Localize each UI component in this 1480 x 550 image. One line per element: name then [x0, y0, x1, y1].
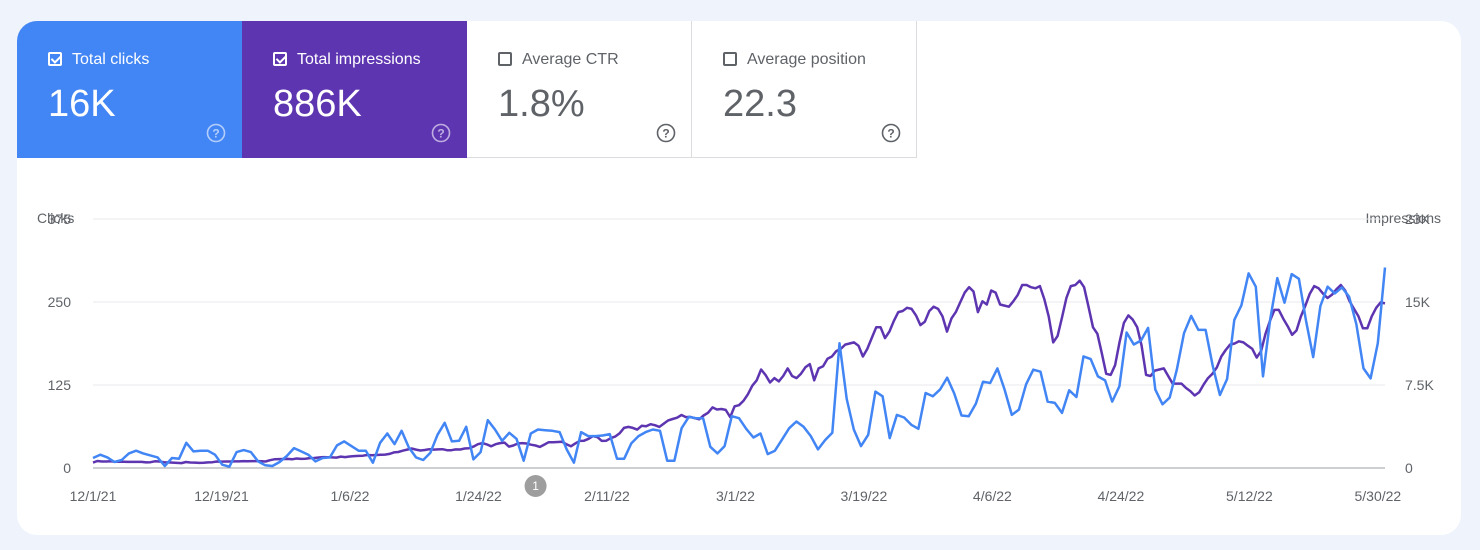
left-axis-title: Clicks: [37, 210, 74, 226]
y-left-tick-label: 0: [63, 460, 71, 476]
checkbox-icon[interactable]: [48, 52, 62, 66]
checkbox-icon[interactable]: [273, 52, 287, 66]
series-lines: [92, 267, 1387, 468]
metric-label: Total clicks: [72, 51, 150, 68]
help-circle-icon[interactable]: ?: [431, 123, 451, 143]
x-axis-ticks: 12/1/21 12/19/21 1/6/22 1/24/22 2/11/22 3/1/2…: [70, 488, 1402, 504]
x-tick-label: 4/24/22: [1098, 488, 1145, 504]
y-right-tick-label: 23K: [1405, 211, 1431, 227]
y-right-tick-label: 7.5K: [1405, 377, 1434, 393]
metric-label: Total impressions: [297, 51, 421, 68]
left-axis-ticks: 0 125 250 375: [48, 211, 72, 476]
x-tick-label: 3/1/22: [716, 488, 755, 504]
x-tick-label: 2/11/22: [584, 488, 630, 504]
x-tick-label: 12/1/21: [70, 488, 117, 504]
series-line-clicks: [92, 267, 1387, 468]
metric-label: Average position: [747, 51, 866, 68]
metric-value: 1.8%: [498, 83, 585, 125]
y-right-tick-label: 0: [1405, 460, 1413, 476]
svg-text:?: ?: [212, 127, 219, 141]
x-tick-label: 1/24/22: [455, 488, 502, 504]
performance-panel: Total clicks 16K ? Total impressions 886…: [17, 21, 1461, 535]
x-tick-label: 1/6/22: [331, 488, 370, 504]
checkbox-icon[interactable]: [498, 52, 512, 66]
series-line-impressions: [92, 279, 1386, 465]
right-axis-ticks: 0 7.5K 15K 23K: [1405, 211, 1434, 476]
y-left-tick-label: 250: [48, 294, 72, 310]
x-tick-label: 5/30/22: [1355, 488, 1402, 504]
svg-text:?: ?: [662, 127, 669, 141]
help-circle-icon[interactable]: ?: [881, 123, 901, 143]
metric-label: Average CTR: [522, 51, 619, 68]
annotation-marker[interactable]: 1: [524, 475, 547, 497]
metric-value: 16K: [48, 83, 116, 125]
y-left-tick-label: 125: [48, 377, 72, 393]
y-right-tick-label: 15K: [1405, 294, 1431, 310]
x-tick-label: 12/19/21: [194, 488, 249, 504]
performance-chart: Clicks Impressions 0 125 250 375 0 7.5K 15K 23…: [37, 210, 1441, 504]
x-tick-label: 3/19/22: [841, 488, 888, 504]
average-ctr-card[interactable]: Average CTR 1.8% ?: [467, 21, 692, 158]
checkbox-icon[interactable]: [723, 52, 737, 66]
total-clicks-card[interactable]: Total clicks 16K ?: [17, 21, 242, 158]
gridlines: [93, 218, 1385, 469]
annotation-label: 1: [532, 479, 539, 493]
help-circle-icon[interactable]: ?: [656, 123, 676, 143]
y-left-tick-label: 375: [48, 211, 72, 227]
help-circle-icon[interactable]: ?: [206, 123, 226, 143]
svg-text:?: ?: [887, 127, 894, 141]
x-tick-label: 4/6/22: [973, 488, 1012, 504]
annotation-dot[interactable]: [524, 475, 547, 497]
x-tick-label: 5/12/22: [1226, 488, 1273, 504]
svg-text:?: ?: [437, 127, 444, 141]
average-position-card[interactable]: Average position 22.3 ?: [692, 21, 917, 158]
total-impressions-card[interactable]: Total impressions 886K ?: [242, 21, 467, 158]
metric-value: 886K: [273, 83, 362, 125]
right-axis-title: Impressions: [1366, 210, 1441, 226]
metric-value: 22.3: [723, 83, 797, 125]
metric-cards: Total clicks 16K ? Total impressions 886…: [17, 21, 917, 158]
